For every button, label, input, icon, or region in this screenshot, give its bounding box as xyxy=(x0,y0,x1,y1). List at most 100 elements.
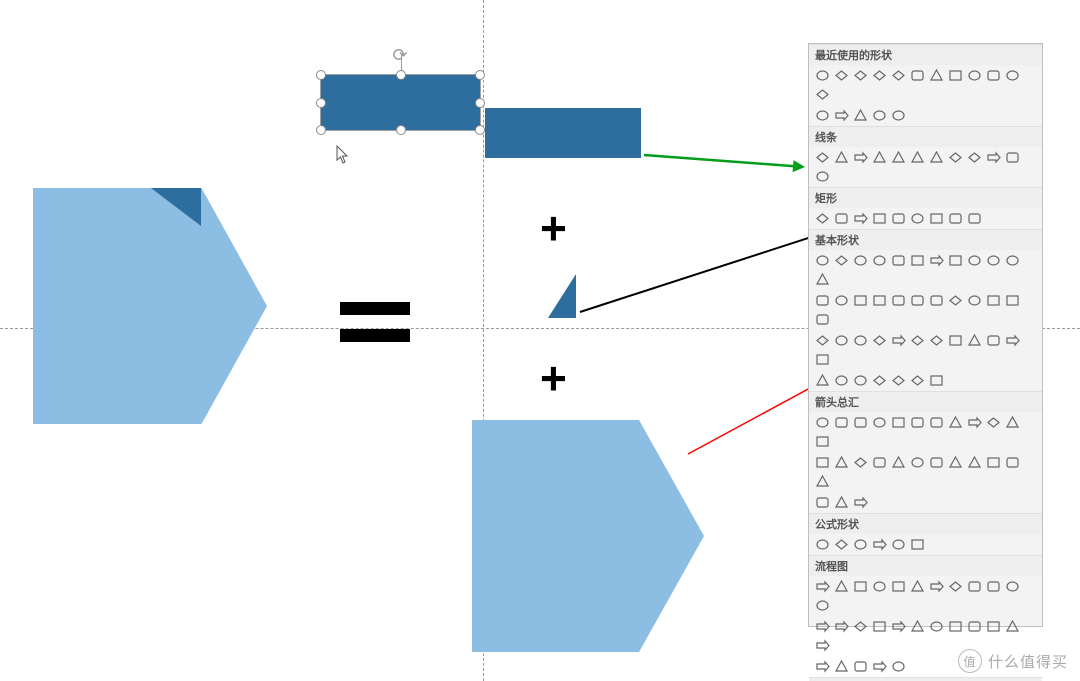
shape-sun-icon[interactable] xyxy=(947,332,964,349)
shape-decagon-icon[interactable] xyxy=(814,292,831,309)
rotation-handle-icon[interactable]: ⟳ xyxy=(393,45,408,66)
shapes-gallery-panel[interactable]: 最近使用的形状线条矩形基本形状箭头总汇公式形状流程图星与旗帜标注动作按钮 xyxy=(808,43,1043,627)
shape-callout-r-icon[interactable] xyxy=(947,454,964,471)
shape-uturn-icon[interactable] xyxy=(985,414,1002,431)
shape-frame-icon[interactable] xyxy=(909,292,926,309)
shape-snip-round-icon[interactable] xyxy=(947,210,964,227)
shape-brace-pair2-icon[interactable] xyxy=(928,372,945,389)
shape-extract-icon[interactable] xyxy=(966,618,983,635)
shape-heptagon-icon[interactable] xyxy=(1004,252,1021,269)
canvas-shape-pentagon-arrow-left[interactable] xyxy=(33,188,267,424)
shape-multi-doc-icon[interactable] xyxy=(947,578,964,595)
shape-minus-icon[interactable] xyxy=(833,536,850,553)
shape-merge-icon[interactable] xyxy=(985,618,1002,635)
shape-card2-icon[interactable] xyxy=(852,618,869,635)
shape-direct-icon[interactable] xyxy=(871,658,888,675)
shape-brace-l2-icon[interactable] xyxy=(871,372,888,389)
shape-cube-icon[interactable] xyxy=(966,210,983,227)
shape-round-rect-icon[interactable] xyxy=(909,67,926,84)
shape-notched-icon[interactable] xyxy=(890,454,907,471)
shape-up-arrow-icon[interactable] xyxy=(985,67,1002,84)
shape-elbow-arrow-icon[interactable] xyxy=(890,149,907,166)
shape-snip2-icon[interactable] xyxy=(871,210,888,227)
shape-card-icon[interactable] xyxy=(814,597,831,614)
shape-pentagon-icon[interactable] xyxy=(966,252,983,269)
shape-lu-icon[interactable] xyxy=(1004,414,1021,431)
shape-round-rect-icon[interactable] xyxy=(833,210,850,227)
shape-curved-quad-icon[interactable] xyxy=(852,494,869,511)
shape-pentagon-icon[interactable] xyxy=(909,454,926,471)
shape-chevron-icon[interactable] xyxy=(928,454,945,471)
shape-up-icon[interactable] xyxy=(852,414,869,431)
shape-dodecagon-icon[interactable] xyxy=(833,292,850,309)
shape-circular-icon[interactable] xyxy=(814,494,831,511)
shape-parallelogram-icon[interactable] xyxy=(928,252,945,269)
shape-callout-l-icon[interactable] xyxy=(966,454,983,471)
shape-data-icon[interactable] xyxy=(871,578,888,595)
shape-line-icon[interactable] xyxy=(814,149,831,166)
shape-mag-icon[interactable] xyxy=(833,658,850,675)
shape-not-equal-icon[interactable] xyxy=(909,536,926,553)
shape-left-icon[interactable] xyxy=(833,414,850,431)
shape-terminator-icon[interactable] xyxy=(966,578,983,595)
shape-document-icon[interactable] xyxy=(928,578,945,595)
resize-handle-tl[interactable] xyxy=(316,70,326,80)
shape-double-arrow-icon[interactable] xyxy=(852,149,869,166)
shape-multiply-icon[interactable] xyxy=(852,536,869,553)
shape-smiley-icon[interactable] xyxy=(890,332,907,349)
shape-textbox-icon[interactable] xyxy=(814,67,831,84)
shape-bracket-icon[interactable] xyxy=(814,351,831,368)
shape-hexagon-icon[interactable] xyxy=(985,252,1002,269)
resize-handle-mr[interactable] xyxy=(475,98,485,108)
shape-curve-u-icon[interactable] xyxy=(833,454,850,471)
shape-triangle-icon[interactable] xyxy=(871,252,888,269)
shape-decision-icon[interactable] xyxy=(852,578,869,595)
shape-collate-icon[interactable] xyxy=(928,618,945,635)
shape-textbox-icon[interactable] xyxy=(814,252,831,269)
shape-process-icon[interactable] xyxy=(814,578,831,595)
shape-rect-icon[interactable] xyxy=(814,210,831,227)
shape-cloud-icon[interactable] xyxy=(985,332,1002,349)
shape-heart-icon[interactable] xyxy=(909,332,926,349)
shape-textbox2-icon[interactable] xyxy=(833,252,850,269)
shape-brace-pair-icon[interactable] xyxy=(909,372,926,389)
shape-curve-r-icon[interactable] xyxy=(814,433,831,450)
shape-bent-up-icon[interactable] xyxy=(833,494,850,511)
shape-connector2-icon[interactable] xyxy=(1004,149,1021,166)
shape-ud-icon[interactable] xyxy=(909,414,926,431)
shape-swoosh-icon[interactable] xyxy=(814,473,831,490)
shape-down-arrow-icon[interactable] xyxy=(966,67,983,84)
shape-rt-triangle-icon[interactable] xyxy=(890,252,907,269)
shape-rect-icon[interactable] xyxy=(890,67,907,84)
shape-round-diag-icon[interactable] xyxy=(928,210,945,227)
shape-off-page-icon[interactable] xyxy=(833,618,850,635)
shape-connector-icon[interactable] xyxy=(985,149,1002,166)
shape-brace-r2-icon[interactable] xyxy=(890,372,907,389)
resize-handle-br[interactable] xyxy=(475,125,485,135)
shape-or-icon[interactable] xyxy=(909,618,926,635)
shape-callout-icon[interactable] xyxy=(947,67,964,84)
shape-tape-icon[interactable] xyxy=(871,618,888,635)
shape-teardrop-icon[interactable] xyxy=(890,292,907,309)
shape-scribble-icon[interactable] xyxy=(966,149,983,166)
shape-equal-icon[interactable] xyxy=(890,536,907,553)
shape-arrow-icon[interactable] xyxy=(928,67,945,84)
shape-delay-icon[interactable] xyxy=(814,637,831,654)
shape-diamond-icon[interactable] xyxy=(909,252,926,269)
shape-oval-icon[interactable] xyxy=(852,252,869,269)
shape-L-icon[interactable] xyxy=(947,292,964,309)
canvas-shape-pentagon-arrow-right[interactable] xyxy=(472,420,704,652)
shape-cube-icon[interactable] xyxy=(814,311,831,328)
shape-free-curve-icon[interactable] xyxy=(947,149,964,166)
shape-block-arc-icon[interactable] xyxy=(852,332,869,349)
canvas-shape-rect-2[interactable] xyxy=(485,108,641,158)
shape-brace-l-icon[interactable] xyxy=(833,372,850,389)
shape-sum-icon[interactable] xyxy=(890,618,907,635)
shape-curve-l-icon[interactable] xyxy=(814,454,831,471)
shape-right-icon[interactable] xyxy=(814,414,831,431)
shape-curve-arrow-icon[interactable] xyxy=(928,149,945,166)
shape-lr-icon[interactable] xyxy=(890,414,907,431)
resize-handle-tr[interactable] xyxy=(475,70,485,80)
shape-right-arrow-icon[interactable] xyxy=(1004,67,1021,84)
shape-line-icon[interactable] xyxy=(852,67,869,84)
